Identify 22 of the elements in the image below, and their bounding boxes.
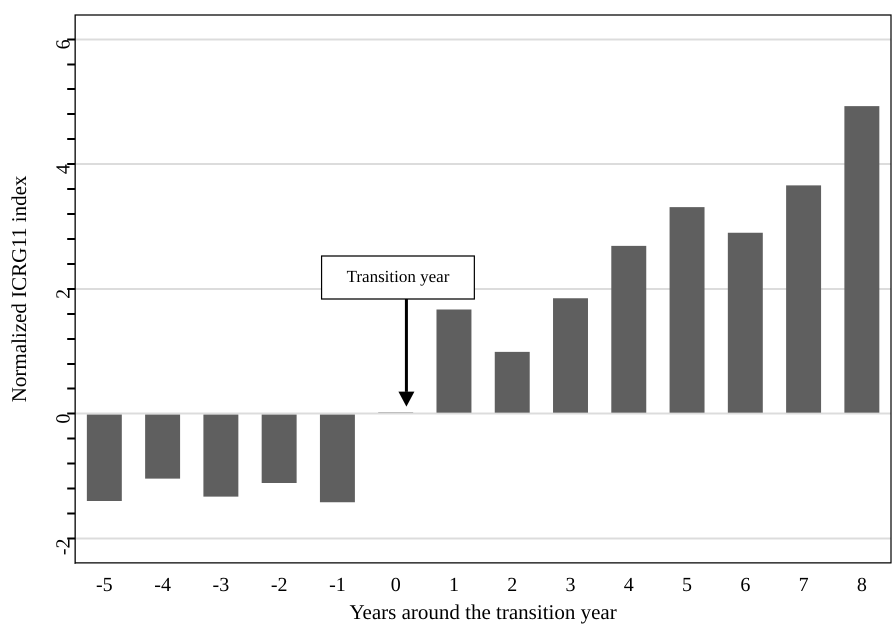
x-tick-label: -5 <box>96 574 113 596</box>
x-tick-label: -3 <box>212 574 230 596</box>
y-tick-label: 4 <box>52 164 74 174</box>
x-tick-label: -2 <box>270 574 288 596</box>
y-axis-title: Normalized ICRG11 index <box>7 175 32 402</box>
x-tick-label: 0 <box>390 574 401 596</box>
x-tick-label: -1 <box>329 574 346 596</box>
y-tick-label: -2 <box>52 538 74 556</box>
x-tick-label: 3 <box>566 574 576 596</box>
x-tick-label: 7 <box>798 574 809 596</box>
x-axis-title: Years around the transition year <box>349 600 617 624</box>
y-tick-label: 0 <box>52 414 74 424</box>
y-tick-label: 6 <box>52 39 74 50</box>
x-tick-label: 1 <box>448 574 459 596</box>
x-tick-label: 6 <box>740 574 750 596</box>
annotation: Transition year <box>346 267 450 286</box>
x-tick-label: 5 <box>682 574 692 596</box>
x-tick-label: 8 <box>856 574 867 596</box>
x-tick-label: -4 <box>154 574 171 596</box>
y-tick-label: 2 <box>52 288 74 299</box>
x-tick-label: 2 <box>507 574 518 596</box>
x-tick-label: 4 <box>624 574 634 596</box>
